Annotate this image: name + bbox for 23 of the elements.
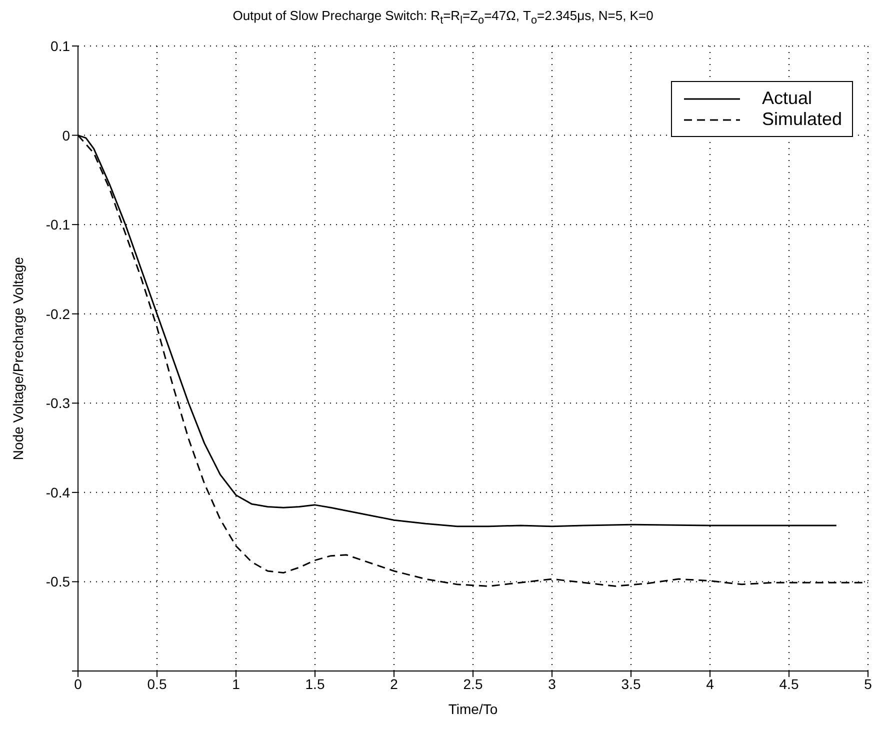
y-tick-label: 0 (62, 127, 70, 144)
y-tick-label: -0.4 (46, 484, 70, 500)
x-tick-label: 0 (74, 676, 82, 692)
x-tick-label: 3 (548, 676, 556, 692)
y-tick-label: -0.5 (46, 574, 70, 590)
y-tick-label: -0.1 (46, 216, 70, 233)
x-tick-label: 0.5 (147, 676, 167, 692)
y-tick-label: 0.1 (50, 38, 70, 54)
x-tick-label: 2.5 (463, 676, 483, 692)
x-axis-title: Time/To (448, 701, 498, 717)
y-tick-label: -0.3 (46, 395, 70, 412)
x-tick-label: 1 (232, 676, 240, 692)
y-axis-title: Node Voltage/Precharge Voltage (10, 256, 26, 460)
x-tick-label: 2 (390, 676, 398, 692)
x-tick-label: 4.5 (779, 676, 799, 692)
x-tick-label: 5 (864, 676, 872, 692)
chart-title: Output of Slow Precharge Switch: R$_{t}$=R$_{l}$=Z$_{o}$=47Ω, T$_{o}$=2.345μs, N=5, K=0 (232, 8, 654, 27)
x-tick-label: 4 (706, 676, 714, 692)
legend-label: Actual (762, 88, 812, 109)
y-tick-label: -0.2 (46, 306, 70, 322)
x-tick-label: 1.5 (305, 676, 325, 692)
legend-label: Simulated (762, 109, 842, 130)
x-tick-label: 3.5 (621, 676, 641, 692)
